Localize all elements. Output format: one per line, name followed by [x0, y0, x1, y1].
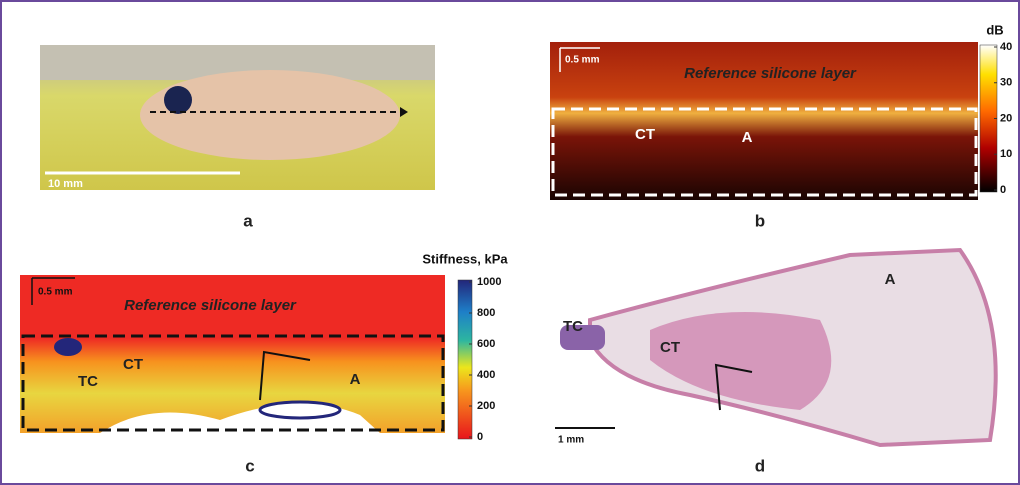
colorbar-tick-label: 600 [477, 338, 495, 350]
colorbar-tick-label: 200 [477, 400, 495, 412]
scale-label: 0.5 mm [38, 287, 73, 298]
colorbar-tick-label: 40 [1000, 41, 1012, 53]
colorbar [458, 280, 472, 439]
panel-label: b [755, 211, 765, 230]
annotation: A [885, 271, 896, 288]
annotation: TC [78, 373, 98, 390]
annotation: CT [660, 339, 680, 356]
colorbar-title: dB [986, 22, 1003, 37]
annotation: CT [635, 126, 655, 143]
scale-label: 0.5 mm [565, 55, 600, 66]
panel-label: a [243, 211, 253, 230]
colorbar-tick-label: 1000 [477, 276, 501, 288]
colorbar-tick-label: 400 [477, 369, 495, 381]
tc-spot [54, 338, 82, 356]
colorbar-tick-label: 800 [477, 307, 495, 319]
caption: Reference silicone layer [684, 65, 857, 82]
annotation: TC [563, 318, 583, 335]
scale-label: 10 mm [48, 178, 83, 190]
colorbar-tick-label: 0 [477, 431, 483, 443]
panel-label: c [245, 456, 254, 475]
panel-label: d [755, 456, 765, 475]
stiff-region [260, 402, 340, 418]
annotation: CT [123, 356, 143, 373]
annotation: A [742, 129, 753, 146]
colorbar-tick-label: 20 [1000, 112, 1012, 124]
colorbar-tick-label: 10 [1000, 148, 1012, 160]
figure: 10 mm a 0.5 mm Reference silicone layer … [0, 0, 1020, 485]
scale-label: 1 mm [558, 435, 584, 446]
colorbar-tick-label: 30 [1000, 77, 1012, 89]
tissue [140, 70, 400, 160]
colorbar-tick-label: 0 [1000, 184, 1006, 196]
colorbar-title: Stiffness, kPa [422, 251, 508, 266]
annotation: A [350, 371, 361, 388]
dye-mark [164, 86, 192, 114]
caption: Reference silicone layer [124, 297, 297, 314]
